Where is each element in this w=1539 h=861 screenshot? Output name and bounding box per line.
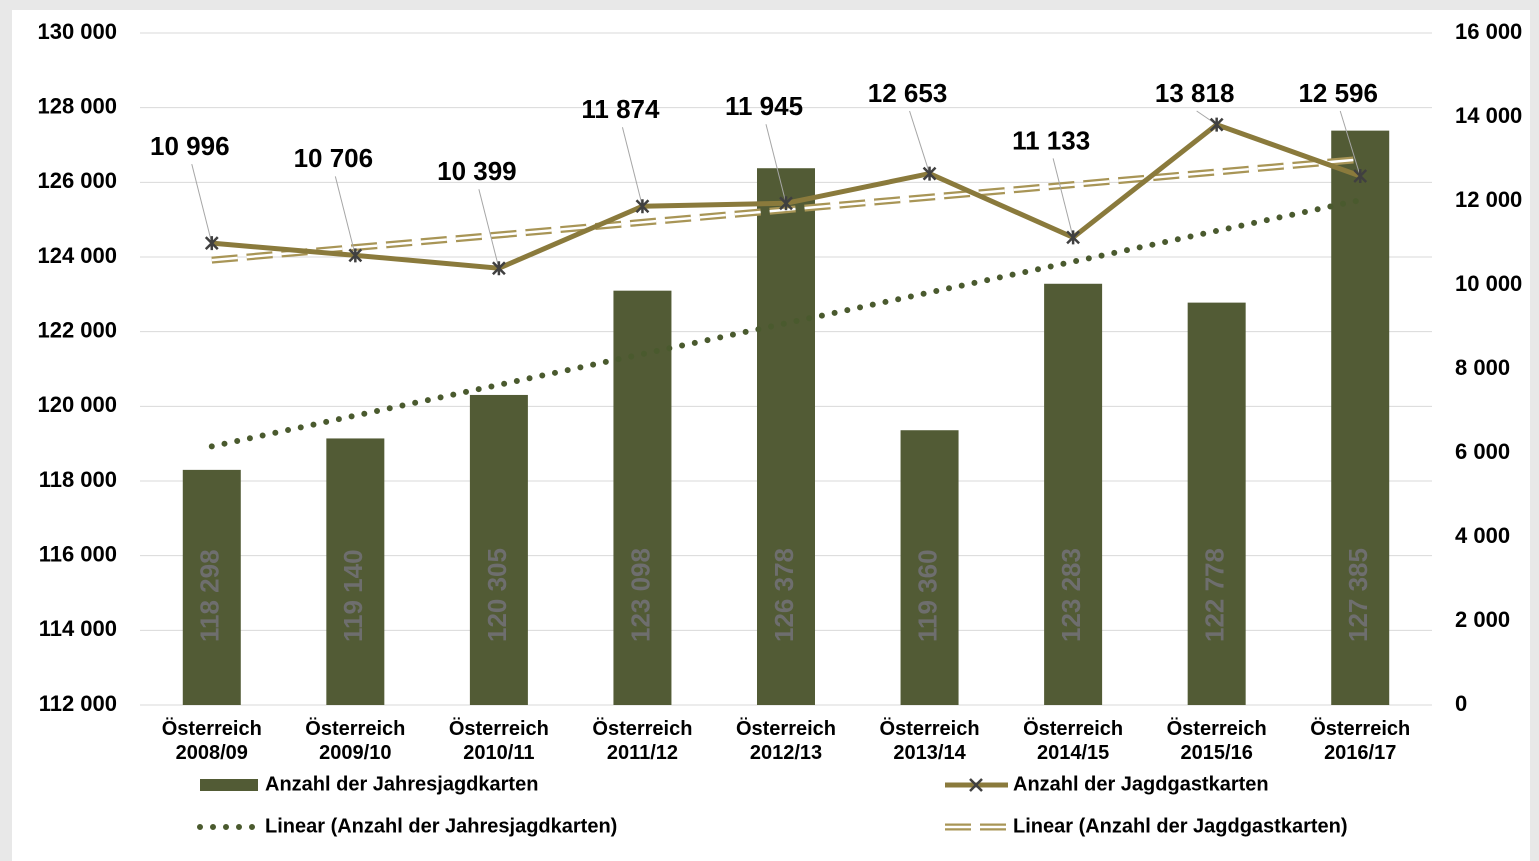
- marker: [779, 196, 793, 211]
- line-value-label: 10 399: [437, 156, 517, 186]
- bar-value-label: 127 385: [1343, 548, 1373, 642]
- y-tick-label: 130 000: [37, 19, 117, 44]
- bar-value-label: 123 098: [625, 548, 655, 642]
- x-tick-label: Österreich 2011/12: [592, 717, 692, 764]
- legend-label: Linear (Anzahl der Jagdgastkarten): [1013, 815, 1348, 837]
- y-tick-label: 114 000: [39, 616, 117, 641]
- bar-value-label: 123 283: [1056, 548, 1086, 642]
- leader-line: [1339, 110, 1361, 177]
- bar-value-label: 122 778: [1200, 548, 1230, 642]
- legend-label: Anzahl der Jahresjagdkarten: [265, 773, 538, 795]
- y-tick-label: 128 000: [37, 93, 117, 118]
- line-value-label: 12 653: [868, 78, 948, 108]
- line-value-label: 11 874: [581, 94, 660, 124]
- leader-line: [909, 110, 931, 174]
- bar-value-label: 119 140: [338, 549, 368, 642]
- leader-line: [1052, 158, 1074, 238]
- y2-tick-label: 2 000: [1455, 607, 1510, 632]
- bar: [613, 290, 672, 705]
- y-tick-label: 120 000: [37, 392, 117, 417]
- y2-tick-label: 8 000: [1455, 355, 1510, 380]
- bar: [182, 469, 241, 705]
- bar-value-label: 119 360: [912, 549, 942, 642]
- marker: [1353, 168, 1368, 183]
- x-tick-label: Österreich 2008/09: [162, 717, 262, 764]
- x-tick-label: Österreich 2009/10: [305, 717, 405, 764]
- bar-value-label: 120 305: [482, 548, 512, 642]
- x-tick-label: Österreich 2012/13: [736, 717, 836, 764]
- bar: [469, 394, 528, 705]
- y-tick-label: 126 000: [37, 168, 117, 193]
- y-tick-label: 116 000: [39, 541, 117, 566]
- x-tick-label: Österreich 2015/16: [1167, 717, 1267, 764]
- bar: [1331, 130, 1390, 706]
- marker: [348, 248, 363, 263]
- marker: [635, 199, 650, 214]
- marker: [492, 261, 506, 276]
- bar: [757, 168, 815, 706]
- y-tick-label: 124 000: [37, 243, 117, 268]
- line-value-label: 11 133: [1012, 125, 1090, 155]
- leader-line: [478, 189, 500, 269]
- y2-tick-label: 12 000: [1455, 187, 1522, 212]
- marker: [204, 236, 219, 251]
- bar-value-label: 118 298: [195, 549, 225, 642]
- line-value-label: 12 596: [1298, 78, 1378, 108]
- marker: [1209, 117, 1224, 132]
- line-value-label: 10 706: [294, 143, 374, 173]
- legend-swatch: [969, 778, 983, 792]
- leader-line: [621, 127, 643, 207]
- bar: [900, 430, 959, 705]
- legend-label: Linear (Anzahl der Jahresjagdkarten): [265, 815, 617, 837]
- y2-tick-label: 10 000: [1455, 271, 1522, 296]
- trend-line: [208, 197, 1364, 450]
- x-tick-label: Österreich 2013/14: [880, 717, 980, 764]
- x-tick-label: Österreich 2014/15: [1023, 717, 1123, 764]
- bar: [326, 438, 385, 705]
- leader-line: [191, 164, 213, 244]
- bar: [1044, 283, 1103, 705]
- y2-tick-label: 14 000: [1455, 103, 1522, 128]
- x-tick-label: Österreich 2010/11: [449, 717, 549, 764]
- y-tick-label: 118 000: [39, 467, 117, 492]
- legend-swatch: [200, 779, 258, 791]
- leader-line: [765, 124, 787, 204]
- legend-label: Anzahl der Jagdgastkarten: [1013, 773, 1269, 795]
- y2-tick-label: 4 000: [1455, 523, 1510, 548]
- line-value-label: 13 818: [1155, 78, 1235, 108]
- marker: [1066, 230, 1080, 245]
- line-value-label: 11 945: [725, 91, 803, 121]
- x-tick-label: Österreich 2016/17: [1310, 717, 1410, 764]
- y-tick-label: 112 000: [39, 691, 117, 716]
- bar: [1187, 302, 1246, 705]
- leader-line: [334, 176, 356, 256]
- bar-value-label: 126 378: [769, 548, 799, 642]
- y2-tick-label: 16 000: [1455, 19, 1522, 44]
- y2-tick-label: 0: [1455, 691, 1467, 716]
- y-tick-label: 122 000: [37, 317, 117, 342]
- marker: [922, 166, 937, 181]
- y2-tick-label: 6 000: [1455, 439, 1510, 464]
- line-value-label: 10 996: [150, 131, 230, 161]
